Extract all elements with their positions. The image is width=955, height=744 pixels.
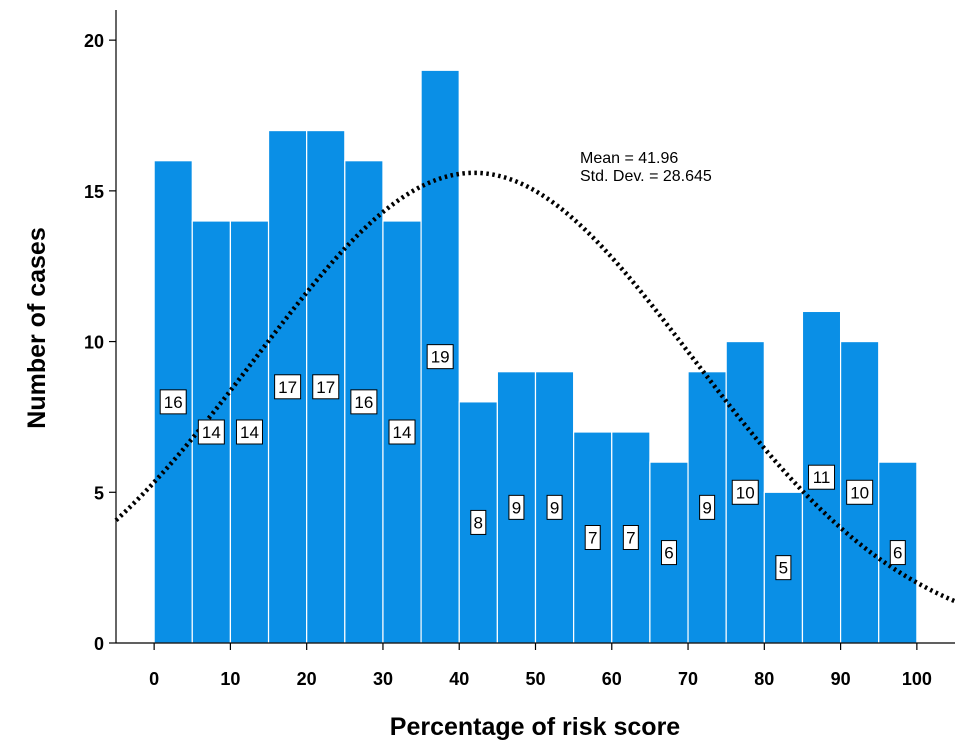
data-label-box	[731, 479, 759, 505]
std-dev-stat: Std. Dev. = 28.645	[580, 168, 712, 185]
data-label-value: 7	[626, 529, 635, 548]
x-axis-title: Percentage of risk score	[390, 713, 681, 741]
data-label-box	[699, 494, 716, 520]
data-label-value: 14	[240, 423, 259, 442]
data-label-box	[388, 419, 416, 445]
bar-data-label: 8	[470, 509, 487, 535]
data-label-value: 16	[354, 393, 373, 412]
y-tick-label: 10	[84, 333, 104, 353]
bar-data-label: 10	[846, 479, 874, 505]
bar-data-label: 10	[731, 479, 759, 505]
data-label-box	[197, 419, 225, 445]
bar-data-label: 9	[699, 494, 716, 520]
data-labels-group: 16 14 14 17 17 16 14 19 8 9 9 7 7 6 9 10 5 11 10 6	[159, 344, 906, 581]
data-label-value: 16	[164, 393, 183, 412]
bar-data-label: 14	[388, 419, 416, 445]
bar-data-label: 17	[274, 374, 302, 400]
y-ticks-group: 0 5 10 15 20	[84, 31, 116, 654]
data-label-value: 10	[736, 483, 755, 502]
bar-data-label: 9	[508, 494, 525, 520]
bar-data-label: 9	[546, 494, 563, 520]
y-tick-label: 15	[84, 182, 104, 202]
data-label-value: 19	[431, 348, 450, 367]
x-tick-label: 70	[678, 669, 698, 689]
data-label-box	[660, 540, 677, 566]
bar-data-label: 14	[235, 419, 263, 445]
bars-group	[153, 69, 918, 644]
x-tick-label: 0	[149, 669, 159, 689]
y-tick-label: 0	[94, 634, 104, 654]
y-tick-label: 5	[94, 483, 104, 503]
data-label-value: 9	[550, 498, 559, 517]
bar-data-label: 19	[426, 344, 454, 370]
data-label-box	[350, 389, 378, 415]
data-label-value: 6	[893, 544, 902, 563]
bar-data-label: 6	[889, 540, 906, 566]
data-label-value: 10	[850, 483, 869, 502]
data-label-box	[235, 419, 263, 445]
data-label-box	[584, 525, 601, 550]
bar-data-label: 11	[808, 464, 836, 490]
bar-data-label: 7	[584, 525, 601, 550]
bar-data-label: 6	[660, 540, 677, 566]
data-label-value: 8	[474, 513, 483, 532]
data-label-value: 17	[278, 378, 297, 397]
x-tick-label: 50	[525, 669, 545, 689]
bar-data-label: 7	[622, 525, 639, 550]
x-tick-label: 40	[449, 669, 469, 689]
data-label-box	[312, 374, 340, 400]
data-label-box	[622, 525, 639, 550]
data-label-value: 14	[202, 423, 221, 442]
mean-stat: Mean = 41.96	[580, 150, 678, 167]
x-tick-label: 80	[754, 669, 774, 689]
data-label-box	[846, 479, 874, 505]
data-label-box	[470, 509, 487, 535]
data-label-box	[426, 344, 454, 370]
data-label-value: 5	[779, 559, 788, 578]
data-label-value: 11	[813, 468, 831, 487]
data-label-box	[775, 555, 792, 581]
bar-data-label: 17	[312, 374, 340, 400]
bar-data-label: 14	[197, 419, 225, 445]
data-label-box	[508, 494, 525, 520]
data-label-box	[546, 494, 563, 520]
data-label-value: 14	[393, 423, 412, 442]
data-label-value: 9	[512, 498, 521, 517]
y-axis-title: Number of cases	[23, 227, 51, 428]
data-label-box	[274, 374, 302, 400]
x-tick-label: 30	[373, 669, 393, 689]
data-label-box	[889, 540, 906, 566]
x-ticks-group: 0 10 20 30 40 50 60 70 80 90 100	[149, 643, 932, 689]
data-label-value: 9	[702, 498, 711, 517]
x-tick-label: 100	[902, 669, 932, 689]
x-tick-label: 90	[831, 669, 851, 689]
data-label-box	[808, 464, 836, 490]
bar-data-label: 16	[159, 389, 187, 415]
bar-data-label: 16	[350, 389, 378, 415]
data-label-box	[159, 389, 187, 415]
y-tick-label: 20	[84, 31, 104, 51]
data-label-value: 6	[664, 544, 673, 563]
x-tick-label: 10	[220, 669, 240, 689]
bar-data-label: 5	[775, 555, 792, 581]
data-label-value: 17	[316, 378, 335, 397]
histogram-bar	[649, 461, 689, 644]
x-tick-label: 20	[297, 669, 317, 689]
data-label-value: 7	[588, 529, 597, 548]
x-tick-label: 60	[602, 669, 622, 689]
